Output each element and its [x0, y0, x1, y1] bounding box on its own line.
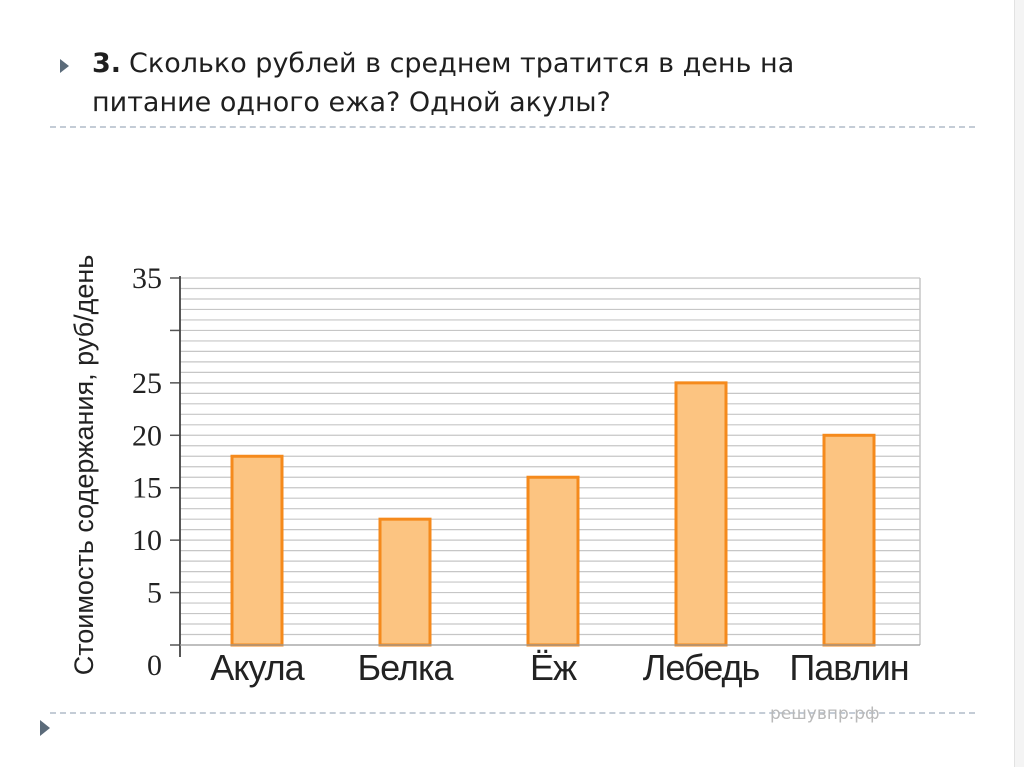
bar-4 [822, 433, 876, 647]
bullet-arrow-icon [40, 720, 50, 736]
y-tick-label: 25 [132, 367, 162, 400]
x-tick-label: Павлин [789, 647, 908, 688]
divider-bottom [50, 712, 975, 714]
bar-1 [378, 517, 432, 647]
y-tick-label: 0 [147, 649, 162, 682]
chart-labels: 0 5 10 15 20 25 35 Акула Белка Ёж Лебедь Павлин Стои… [69, 255, 910, 688]
bar-3 [674, 381, 728, 647]
question-number: 3. [92, 48, 122, 79]
x-tick-label: Акула [210, 647, 305, 688]
y-tick-label: 5 [147, 577, 162, 610]
slide-edge [1014, 0, 1024, 767]
x-tick-label: Белка [357, 647, 454, 688]
x-tick-label: Лебедь [643, 647, 760, 688]
y-tick-label: 20 [132, 419, 162, 452]
chart-axes [170, 276, 920, 657]
question-text: 3. Сколько рублей в среднем тратится в де… [92, 44, 972, 122]
y-tick-label: 10 [132, 524, 162, 557]
bullet-arrow-icon [60, 59, 69, 73]
question-line-2: питание одного ежа? Одной акулы? [92, 87, 611, 118]
watermark: решувпр.рф [770, 704, 880, 724]
question-line-1: Сколько рублей в среднем тратится в день… [129, 48, 795, 79]
bar-2 [526, 475, 580, 647]
y-tick-label: 15 [132, 472, 162, 505]
y-axis-label: Стоимость содержания, руб/день [69, 255, 99, 676]
bar-0 [230, 454, 284, 647]
divider-top [50, 126, 975, 128]
x-tick-label: Ёж [530, 647, 577, 688]
y-tick-label: 35 [132, 262, 162, 295]
chart-bars [230, 381, 876, 647]
